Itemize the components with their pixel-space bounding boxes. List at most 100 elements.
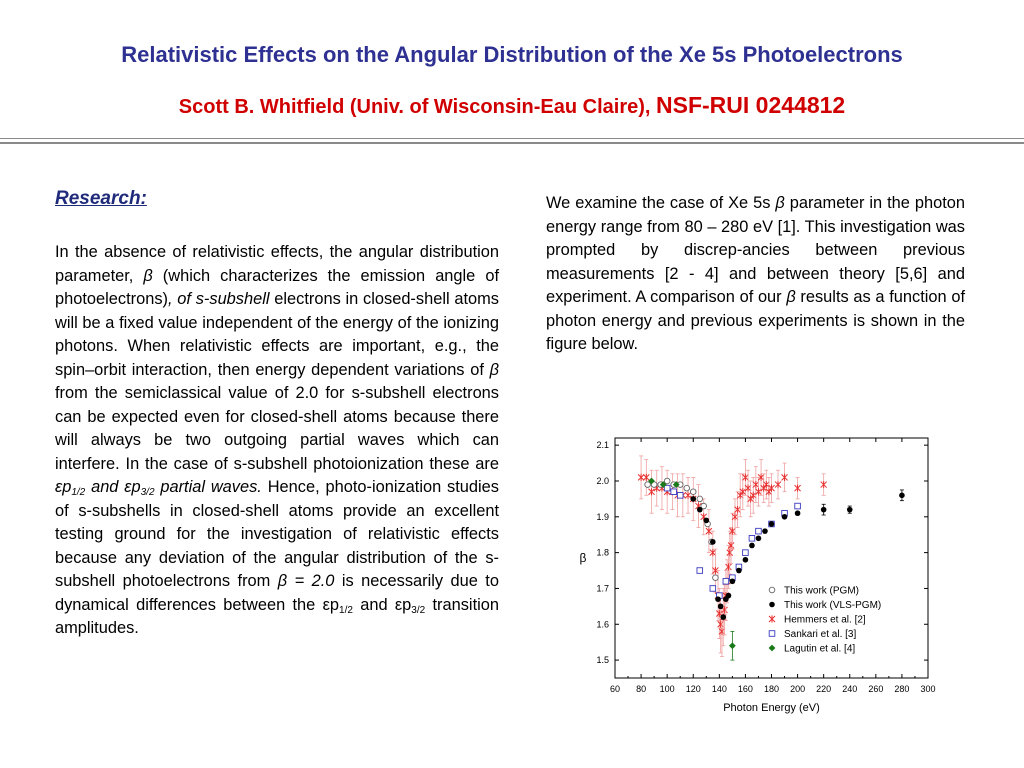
lagutin-et-al-4-point — [672, 481, 680, 488]
hemmers-et-al-2-point — [752, 480, 760, 489]
x-tick-label: 100 — [660, 684, 675, 694]
this-work-vls-pgm-point — [820, 506, 827, 513]
x-tick-label: 120 — [686, 684, 701, 694]
hemmers-et-al-2-point — [717, 620, 724, 628]
legend-entry: Sankari et al. [3] — [784, 629, 856, 640]
sankari-et-al-3-point — [748, 535, 756, 542]
this-work-vls-pgm-point — [846, 506, 853, 513]
sankari-et-al-3-point — [696, 567, 704, 574]
author-line: Scott B. Whitfield (Univ. of Wisconsin-E… — [0, 92, 1024, 119]
research-paragraph: In the absence of relativistic effects, … — [55, 243, 499, 637]
page-title: Relativistic Effects on the Angular Dist… — [121, 42, 903, 67]
x-tick-label: 260 — [868, 684, 883, 694]
y-tick-label: 1.7 — [596, 583, 609, 593]
hemmers-et-al-2-point — [768, 484, 775, 492]
y-tick-label: 1.9 — [596, 512, 609, 522]
hemmers-et-al-2-point — [765, 488, 773, 496]
hemmers-et-al-2-point — [742, 473, 749, 482]
header-divider-bottom — [0, 142, 1024, 144]
hemmers-et-al-2-point — [726, 549, 734, 557]
y-tick-label: 1.8 — [596, 548, 609, 558]
hemmers-et-al-2-point — [760, 484, 768, 492]
sankari-et-al-3-point — [794, 502, 801, 510]
x-tick-label: 300 — [920, 684, 935, 694]
hemmers-et-al-2-point — [734, 506, 741, 514]
hemmers-et-al-2-point — [684, 491, 692, 499]
legend-entry: Hemmers et al. [2] — [784, 615, 866, 626]
y-tick-label: 2.1 — [596, 440, 609, 450]
sankari-et-al-3-point — [709, 585, 717, 592]
hemmers-et-al-2-point — [747, 495, 754, 503]
hemmers-et-al-2-point — [762, 480, 770, 489]
this-work-pgm-point — [712, 574, 719, 581]
research-heading: Research: — [55, 188, 147, 209]
hemmers-et-al-2-point — [637, 473, 645, 482]
this-work-vls-pgm-point — [715, 596, 721, 602]
this-work-vls-pgm-point — [725, 592, 732, 599]
x-tick-label: 140 — [712, 684, 727, 694]
hemmers-et-al-2-point — [731, 513, 739, 521]
author-affiliation: Scott B. Whitfield (Univ. of Wisconsin-E… — [178, 96, 657, 118]
hemmers-et-al-2-point — [642, 473, 650, 482]
this-work-vls-pgm-point — [696, 506, 703, 513]
legend-marker — [768, 586, 776, 594]
this-work-vls-pgm-point — [781, 514, 788, 520]
y-axis-label: β — [580, 551, 587, 565]
lagutin-et-al-4-point — [659, 481, 667, 488]
this-work-vls-pgm-point — [762, 528, 768, 534]
this-work-pgm-point — [700, 502, 707, 510]
y-tick-label: 2.0 — [596, 476, 609, 486]
hemmers-et-al-2-point — [749, 491, 757, 499]
this-work-vls-pgm-point — [742, 556, 749, 563]
hemmers-et-al-2-point — [736, 491, 744, 499]
legend-marker — [768, 644, 776, 652]
hemmers-et-al-2-point — [709, 549, 717, 557]
hemmers-et-al-2-point — [744, 484, 752, 492]
x-axis-label: Photon Energy (eV) — [723, 702, 820, 714]
this-work-vls-pgm-point — [717, 603, 724, 610]
this-work-vls-pgm-point — [755, 535, 762, 542]
this-work-vls-pgm-point — [794, 510, 801, 517]
this-work-vls-pgm-point — [736, 567, 742, 574]
hemmers-et-al-2-point — [648, 488, 655, 496]
summary-paragraph: We examine the case of Xe 5s β parameter… — [546, 194, 965, 353]
x-tick-label: 240 — [842, 684, 857, 694]
hemmers-et-al-2-point — [705, 527, 713, 535]
sankari-et-al-3-point — [722, 578, 730, 585]
y-tick-label: 1.5 — [596, 655, 609, 665]
x-tick-label: 160 — [738, 684, 753, 694]
x-tick-label: 280 — [894, 684, 909, 694]
sankari-et-al-3-point — [676, 492, 684, 499]
hemmers-et-al-2-point — [712, 566, 719, 575]
this-work-pgm-point — [683, 484, 690, 492]
hemmers-et-al-2-point — [729, 527, 736, 535]
x-tick-label: 220 — [816, 684, 831, 694]
hemmers-et-al-2-point — [794, 484, 801, 492]
legend-marker — [769, 601, 775, 608]
x-tick-label: 80 — [636, 684, 646, 694]
x-tick-label: 180 — [764, 684, 779, 694]
legend-entry: Lagutin et al. [4] — [784, 644, 855, 655]
lagutin-et-al-4-point — [648, 477, 655, 485]
lagutin-et-al-4-point — [728, 642, 736, 650]
this-work-vls-pgm-point — [899, 492, 905, 499]
y-tick-label: 1.6 — [596, 619, 609, 629]
hemmers-et-al-2-point — [739, 488, 747, 496]
this-work-vls-pgm-point — [720, 614, 727, 620]
this-work-pgm-point — [644, 481, 651, 488]
hemmers-et-al-2-point — [757, 473, 765, 482]
legend-marker — [768, 615, 776, 623]
x-tick-label: 60 — [610, 684, 620, 694]
this-work-vls-pgm-point — [690, 496, 697, 502]
this-work-pgm-point — [663, 477, 671, 485]
header-divider-top — [0, 138, 1024, 139]
beta-parameter-chart: 60 80 100 120 140 160 180 200 220 240 260 280 300 1.5… — [580, 437, 936, 714]
grant-number: NSF-RUI 0244812 — [656, 92, 846, 118]
legend-entry: This work (VLS-PGM) — [784, 600, 881, 611]
sankari-et-al-3-point — [742, 549, 749, 556]
this-work-vls-pgm-point — [749, 542, 755, 549]
this-work-pgm-point — [696, 495, 704, 503]
hemmers-et-al-2-point — [774, 480, 782, 489]
this-work-vls-pgm-point — [729, 578, 736, 585]
hemmers-et-al-2-point — [781, 473, 788, 482]
